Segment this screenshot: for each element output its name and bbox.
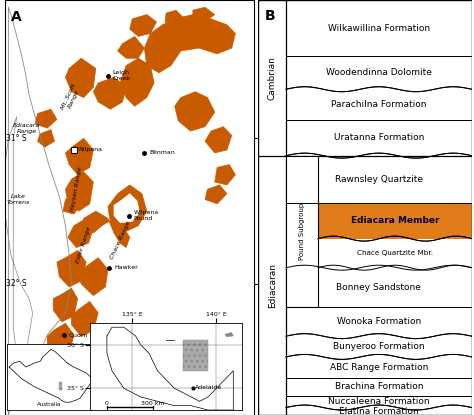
Text: A: A bbox=[11, 10, 21, 24]
Text: Chace Range: Chace Range bbox=[109, 220, 131, 260]
Bar bbox=[286, 268, 472, 307]
Polygon shape bbox=[225, 332, 233, 337]
Bar bbox=[286, 156, 318, 307]
Text: 32° S: 32° S bbox=[6, 279, 27, 288]
Bar bbox=[318, 239, 472, 268]
Text: Quorn: Quorn bbox=[69, 332, 89, 337]
Bar bbox=[286, 396, 472, 408]
Polygon shape bbox=[193, 7, 215, 22]
Text: Adelaide: Adelaide bbox=[195, 385, 223, 390]
Polygon shape bbox=[59, 382, 62, 390]
Polygon shape bbox=[47, 323, 74, 360]
Text: 20 km: 20 km bbox=[93, 387, 115, 393]
Polygon shape bbox=[35, 109, 57, 128]
Bar bbox=[286, 156, 472, 203]
Polygon shape bbox=[107, 327, 233, 410]
Polygon shape bbox=[5, 117, 33, 371]
Polygon shape bbox=[114, 194, 139, 223]
Bar bbox=[318, 203, 472, 239]
Text: Rawnsley Quartzite: Rawnsley Quartzite bbox=[335, 175, 423, 184]
Bar bbox=[286, 408, 472, 415]
Text: Bonney Sandstone: Bonney Sandstone bbox=[337, 283, 421, 292]
Polygon shape bbox=[83, 211, 130, 247]
Polygon shape bbox=[175, 92, 215, 131]
Polygon shape bbox=[130, 15, 156, 37]
Text: Ediacaran: Ediacaran bbox=[268, 263, 277, 308]
Polygon shape bbox=[120, 58, 154, 106]
Text: Wonoka Formation: Wonoka Formation bbox=[337, 317, 421, 326]
Polygon shape bbox=[165, 10, 183, 25]
Text: Australia: Australia bbox=[36, 402, 61, 407]
Bar bbox=[286, 336, 472, 357]
Polygon shape bbox=[108, 185, 147, 233]
Bar bbox=[286, 378, 472, 396]
Text: ABC Range Formation: ABC Range Formation bbox=[329, 363, 428, 372]
Bar bbox=[286, 56, 472, 89]
Bar bbox=[286, 89, 472, 120]
Polygon shape bbox=[65, 138, 93, 175]
Text: Nilpena: Nilpena bbox=[79, 147, 103, 152]
Text: Chace Quartzite Mbr.: Chace Quartzite Mbr. bbox=[357, 250, 433, 256]
Text: Nuccaleena Formation: Nuccaleena Formation bbox=[328, 398, 429, 406]
Text: Bunyeroo Formation: Bunyeroo Formation bbox=[333, 342, 425, 351]
Polygon shape bbox=[145, 15, 236, 73]
Bar bbox=[286, 0, 472, 56]
Text: Mt. Scott
Range: Mt. Scott Range bbox=[61, 83, 82, 112]
Text: Pound Subgroup: Pound Subgroup bbox=[299, 203, 305, 260]
Text: Ediacara Member: Ediacara Member bbox=[351, 217, 439, 225]
Text: Lake
Torrens: Lake Torrens bbox=[7, 194, 30, 205]
Text: Heysen Range: Heysen Range bbox=[70, 166, 83, 212]
Text: Uratanna Formation: Uratanna Formation bbox=[334, 134, 424, 142]
Text: Cambrian: Cambrian bbox=[268, 56, 277, 100]
Bar bbox=[286, 307, 472, 336]
Text: 0: 0 bbox=[105, 400, 109, 406]
Text: Hawker: Hawker bbox=[114, 266, 138, 271]
Bar bbox=[286, 120, 472, 156]
Polygon shape bbox=[72, 301, 98, 337]
Polygon shape bbox=[65, 172, 93, 211]
Text: 0: 0 bbox=[65, 387, 70, 393]
Text: Wilpena
Pound: Wilpena Pound bbox=[133, 210, 159, 221]
Text: Parachilna Formation: Parachilna Formation bbox=[331, 100, 427, 109]
Text: Wilkawillina Formation: Wilkawillina Formation bbox=[328, 24, 430, 32]
Polygon shape bbox=[205, 127, 232, 153]
Text: B: B bbox=[264, 9, 275, 23]
Polygon shape bbox=[68, 218, 93, 247]
Text: Leigh
Creek: Leigh Creek bbox=[113, 70, 131, 81]
Text: Blinman: Blinman bbox=[149, 150, 175, 155]
Polygon shape bbox=[37, 129, 55, 147]
Text: 300 km: 300 km bbox=[141, 400, 165, 406]
Text: Elatina Formation: Elatina Formation bbox=[339, 407, 419, 415]
Bar bbox=[286, 357, 472, 378]
Text: Woodendinna Dolomite: Woodendinna Dolomite bbox=[326, 68, 432, 77]
Polygon shape bbox=[9, 349, 92, 402]
Text: 31° S: 31° S bbox=[6, 134, 27, 143]
Polygon shape bbox=[78, 258, 108, 295]
Polygon shape bbox=[118, 37, 145, 58]
Polygon shape bbox=[53, 288, 78, 322]
Polygon shape bbox=[57, 251, 86, 287]
Polygon shape bbox=[63, 194, 81, 214]
Polygon shape bbox=[183, 340, 208, 371]
Text: Ediacara
Range: Ediacara Range bbox=[13, 123, 40, 134]
Polygon shape bbox=[93, 77, 126, 109]
Polygon shape bbox=[215, 164, 236, 185]
Text: Brachina Formation: Brachina Formation bbox=[335, 383, 423, 391]
Text: Elder Range: Elder Range bbox=[75, 226, 92, 264]
Polygon shape bbox=[205, 185, 227, 204]
Polygon shape bbox=[65, 58, 96, 98]
Polygon shape bbox=[58, 349, 83, 378]
